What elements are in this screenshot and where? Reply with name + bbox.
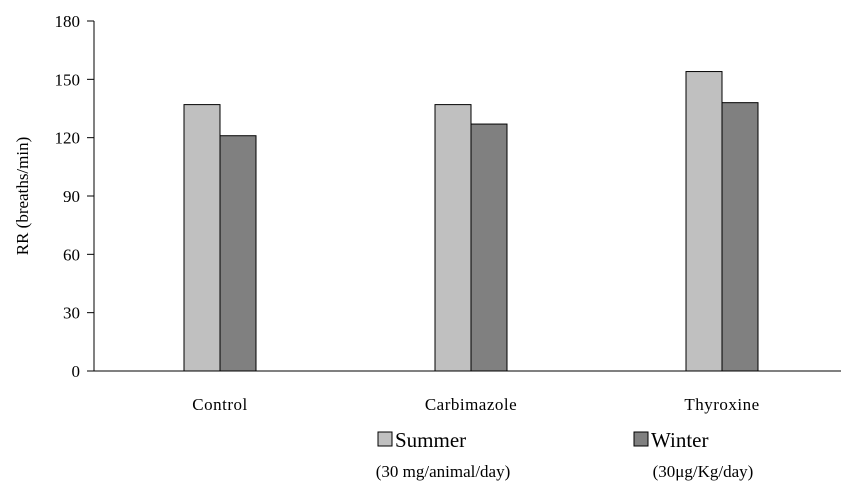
bar-winter-thyroxine xyxy=(721,102,759,372)
legend-label-summer: Summer xyxy=(395,428,466,452)
bar-winter-control xyxy=(219,135,257,372)
legend-swatch-summer xyxy=(377,431,393,447)
y-tick-label: 0 xyxy=(72,362,81,381)
legend-label-winter: Winter xyxy=(651,428,708,452)
category-label: Control xyxy=(192,395,247,414)
category-label: Carbimazole xyxy=(425,395,517,414)
bar-summer-carbimazole xyxy=(434,104,472,372)
y-tick-label: 120 xyxy=(55,129,81,148)
y-tick-label: 30 xyxy=(63,304,80,323)
legend-swatch-winter xyxy=(633,431,649,447)
y-tick-label: 60 xyxy=(63,245,80,264)
plot-area: 0 30 60 90 120 150 180 RR (breaths/min) Control C… xyxy=(13,12,841,481)
bar-summer-thyroxine xyxy=(685,71,723,372)
y-tick-label: 90 xyxy=(63,187,80,206)
legend-footnote: (30μg/Kg/day) xyxy=(653,462,754,481)
legend-footnote: (30 mg/animal/day) xyxy=(376,462,511,481)
y-tick-label: 180 xyxy=(55,12,81,31)
y-axis-title: RR (breaths/min) xyxy=(13,137,32,256)
y-tick-label: 150 xyxy=(55,70,81,89)
category-label: Thyroxine xyxy=(684,395,759,414)
bar-summer-control xyxy=(183,104,221,372)
bar-winter-carbimazole xyxy=(470,123,508,372)
